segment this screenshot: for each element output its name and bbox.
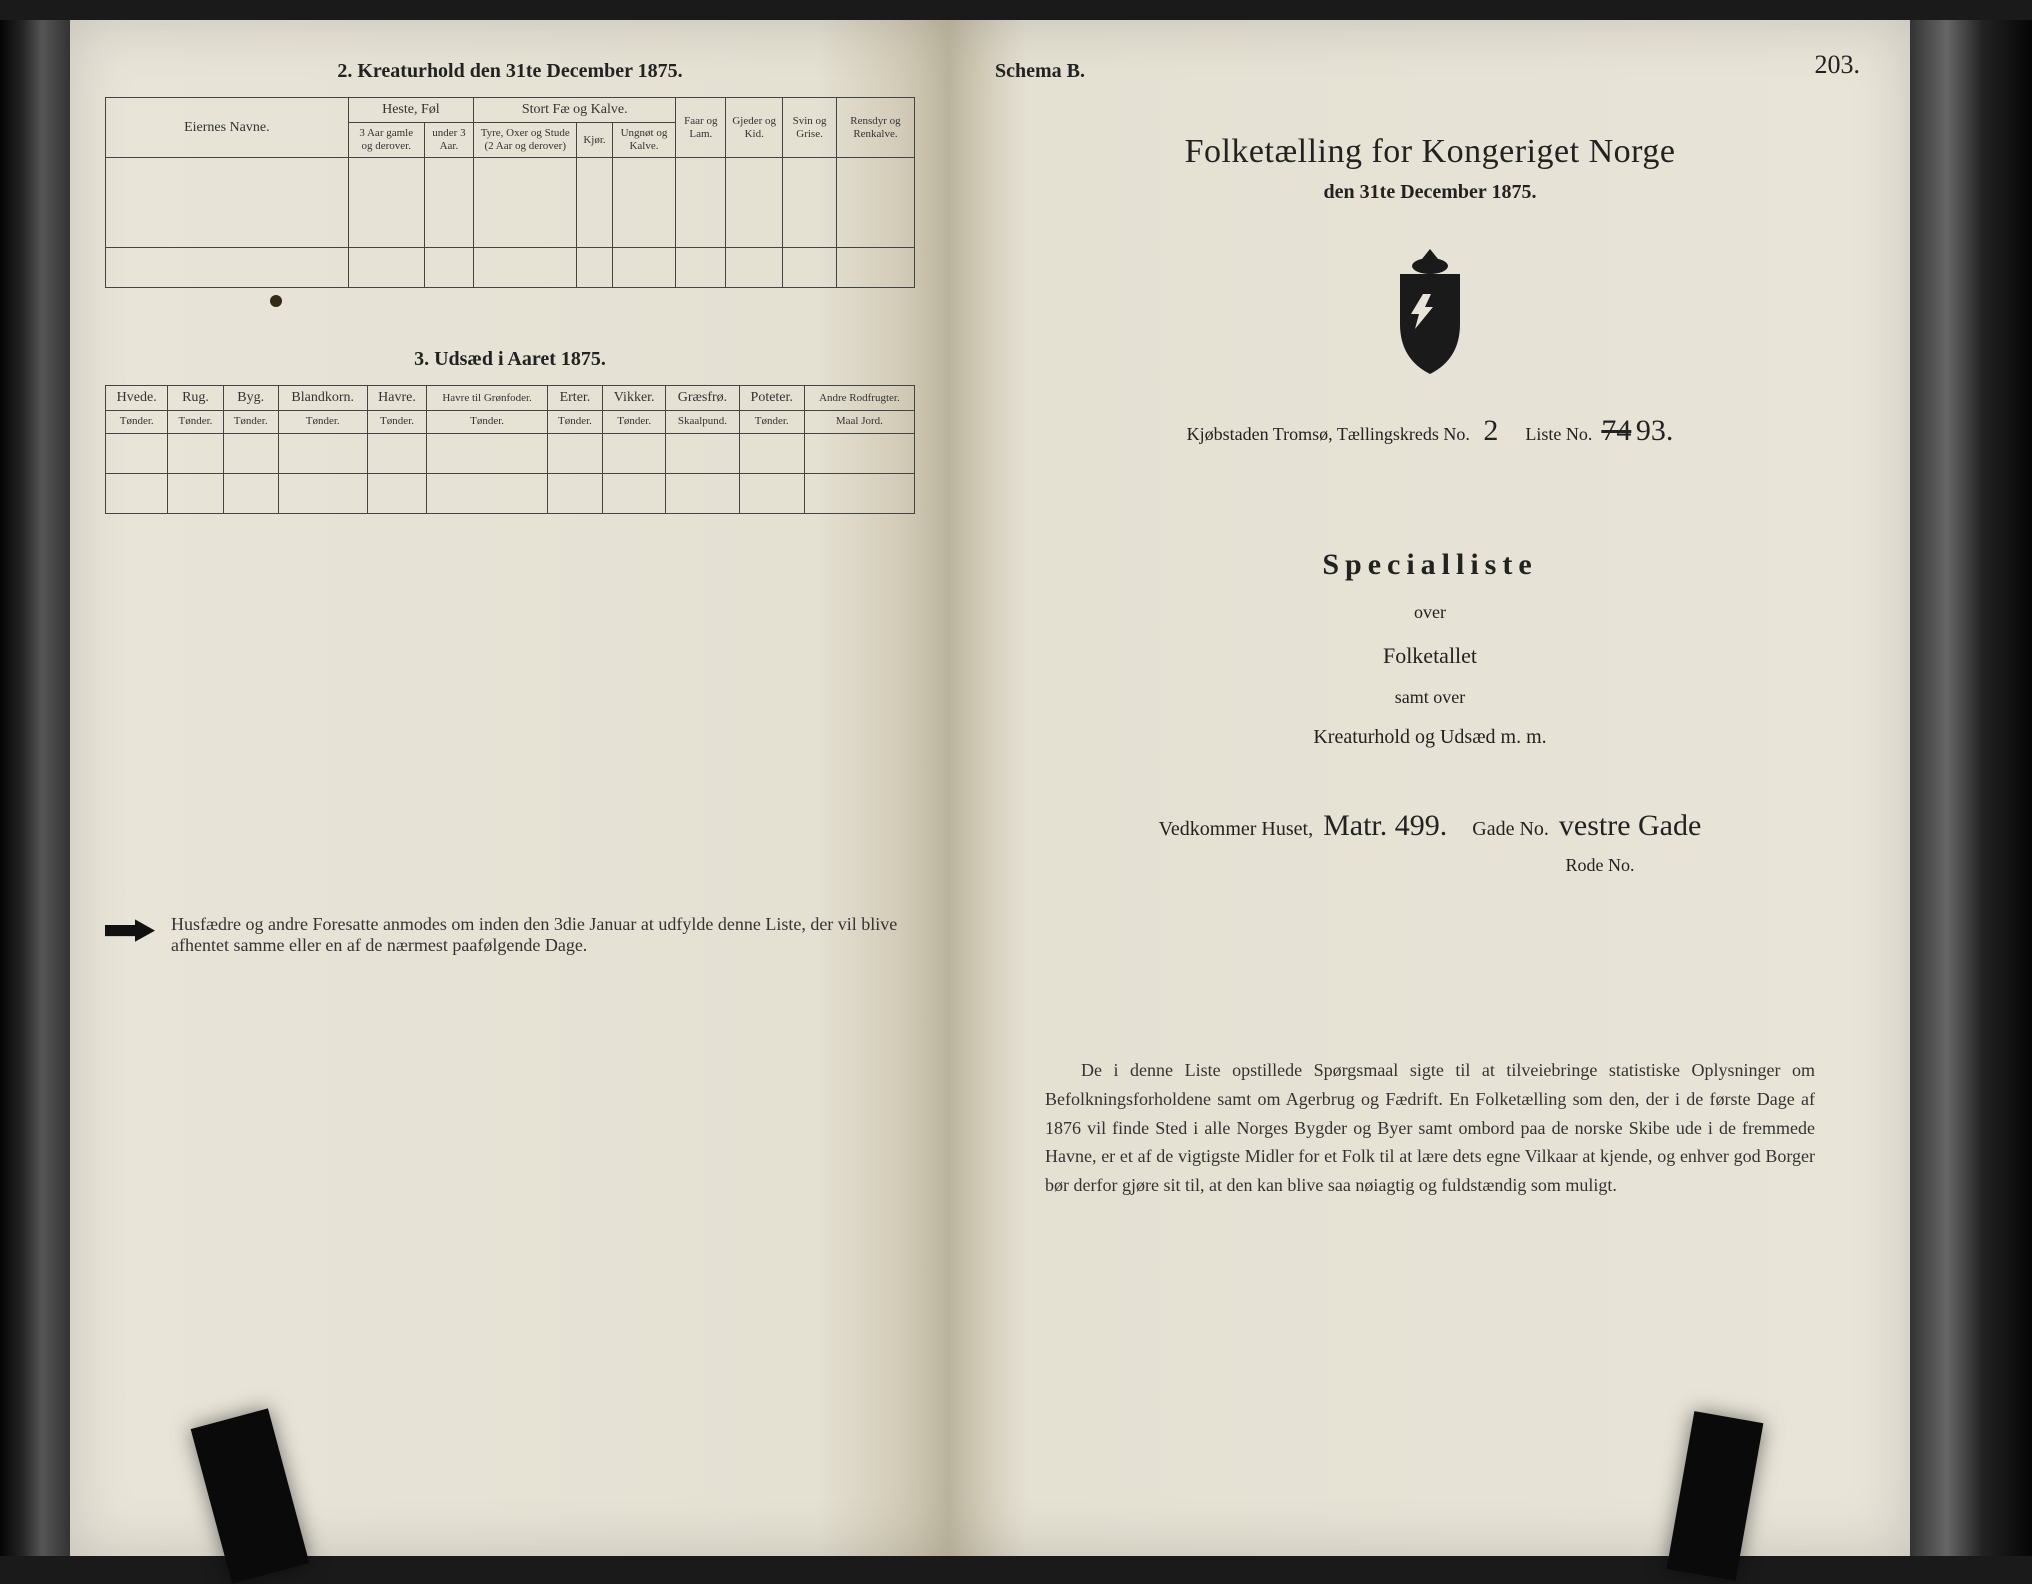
specialliste-block: Specialliste over Folketallet samt over … bbox=[985, 548, 1875, 749]
col-vikker: Vikker. bbox=[603, 386, 666, 411]
book-binding-right bbox=[1910, 20, 2032, 1556]
col-poteter: Poteter. bbox=[739, 386, 804, 411]
house-label: Vedkommer Huset, bbox=[1159, 818, 1313, 840]
kreds-no: 2 bbox=[1483, 414, 1498, 447]
liste-no-struck: 74 bbox=[1601, 414, 1631, 447]
col-heste: Heste, Føl bbox=[348, 98, 473, 123]
doc-title: Folketælling for Kongeriget Norge bbox=[985, 133, 1875, 171]
unit: Tønder. bbox=[547, 411, 602, 433]
table-kreaturhold: Eiernes Navne. Heste, Føl Stort Fæ og Ka… bbox=[105, 97, 915, 288]
coat-of-arms-icon bbox=[1375, 244, 1485, 384]
rode-label: Rode No. bbox=[1566, 855, 1635, 875]
col-ren: Rensdyr og Renkalve. bbox=[836, 98, 914, 158]
col-stort-b: Kjør. bbox=[577, 123, 612, 158]
liste-label: Liste No. bbox=[1525, 424, 1592, 444]
bottom-paragraph: De i denne Liste opstillede Spørgsmaal s… bbox=[1045, 1056, 1815, 1200]
col-hvede: Hvede. bbox=[106, 386, 168, 411]
gade-val: vestre Gade bbox=[1559, 809, 1701, 842]
spec-folke: Folketallet bbox=[985, 643, 1875, 669]
liste-no: 93. bbox=[1636, 414, 1674, 447]
col-rug: Rug. bbox=[168, 386, 223, 411]
pointing-hand-icon bbox=[105, 917, 155, 945]
schema-label: Schema B. bbox=[995, 60, 1875, 83]
ink-dot bbox=[270, 295, 282, 307]
unit: Tønder. bbox=[427, 411, 548, 433]
col-graesfro: Græsfrø. bbox=[666, 386, 739, 411]
col-blandkorn: Blandkorn. bbox=[278, 386, 367, 411]
gade-label: Gade No. bbox=[1472, 818, 1549, 840]
unit: Tønder. bbox=[278, 411, 367, 433]
left-page: 2. Kreaturhold den 31te December 1875. E… bbox=[70, 20, 950, 1556]
table-row bbox=[106, 433, 915, 473]
unit: Tønder. bbox=[739, 411, 804, 433]
col-andre: Andre Rodfrugter. bbox=[804, 386, 914, 411]
col-gjeder: Gjeder og Kid. bbox=[726, 98, 783, 158]
col-byg: Byg. bbox=[223, 386, 278, 411]
footnote: Husfædre og andre Foresatte anmodes om i… bbox=[105, 914, 915, 956]
book-scan: 2. Kreaturhold den 31te December 1875. E… bbox=[0, 20, 2032, 1556]
page-number: 203. bbox=[1815, 50, 1861, 80]
house-line: Vedkommer Huset, Matr. 499. Gade No. ves… bbox=[985, 809, 1875, 843]
table-row bbox=[106, 473, 915, 513]
spec-samt: samt over bbox=[985, 687, 1875, 708]
col-heste-a: 3 Aar gamle og derover. bbox=[348, 123, 424, 158]
right-page: Schema B. 203. Folketælling for Kongerig… bbox=[950, 20, 1910, 1556]
section3-title: 3. Udsæd i Aaret 1875. bbox=[105, 348, 915, 371]
doc-subtitle: den 31te December 1875. bbox=[985, 181, 1875, 204]
col-faar: Faar og Lam. bbox=[676, 98, 726, 158]
col-havre: Havre. bbox=[367, 386, 427, 411]
col-stort-c: Ungnøt og Kalve. bbox=[612, 123, 676, 158]
footnote-text: Husfædre og andre Foresatte anmodes om i… bbox=[171, 914, 915, 956]
photo-stub-right bbox=[1667, 1411, 1764, 1581]
kreds-line: Kjøbstaden Tromsø, Tællingskreds No. 2 L… bbox=[985, 414, 1875, 448]
unit: Skaalpund. bbox=[666, 411, 739, 433]
col-stort-a: Tyre, Oxer og Stude (2 Aar og derover) bbox=[474, 123, 577, 158]
table-row: Tønder. Tønder. Tønder. Tønder. Tønder. … bbox=[106, 411, 915, 433]
col-stort: Stort Fæ og Kalve. bbox=[474, 98, 676, 123]
section2-title: 2. Kreaturhold den 31te December 1875. bbox=[105, 60, 915, 83]
spec-kreatur: Kreaturhold og Udsæd m. m. bbox=[985, 726, 1875, 749]
unit: Tønder. bbox=[367, 411, 427, 433]
table-row: Eiernes Navne. Heste, Føl Stort Fæ og Ka… bbox=[106, 98, 915, 123]
unit: Tønder. bbox=[223, 411, 278, 433]
unit: Maal Jord. bbox=[804, 411, 914, 433]
unit: Tønder. bbox=[168, 411, 223, 433]
table-udsaed: Hvede. Rug. Byg. Blandkorn. Havre. Havre… bbox=[105, 385, 915, 513]
kreds-label: Kjøbstaden Tromsø, Tællingskreds No. bbox=[1187, 424, 1470, 444]
house-matr: Matr. 499. bbox=[1323, 809, 1447, 842]
col-erter: Erter. bbox=[547, 386, 602, 411]
col-heste-b: under 3 Aar. bbox=[424, 123, 473, 158]
unit: Tønder. bbox=[106, 411, 168, 433]
rode-line: Rode No. bbox=[985, 855, 1875, 876]
table-row bbox=[106, 248, 915, 288]
col-havre-gron: Havre til Grønfoder. bbox=[427, 386, 548, 411]
unit: Tønder. bbox=[603, 411, 666, 433]
table-row bbox=[106, 158, 915, 248]
col-owners: Eiernes Navne. bbox=[106, 98, 349, 158]
spec-title: Specialliste bbox=[985, 548, 1875, 582]
spec-over: over bbox=[985, 602, 1875, 623]
photo-stub-left bbox=[191, 1408, 310, 1583]
col-svin: Svin og Grise. bbox=[783, 98, 837, 158]
table-row: Hvede. Rug. Byg. Blandkorn. Havre. Havre… bbox=[106, 386, 915, 411]
book-binding-left bbox=[0, 20, 70, 1556]
